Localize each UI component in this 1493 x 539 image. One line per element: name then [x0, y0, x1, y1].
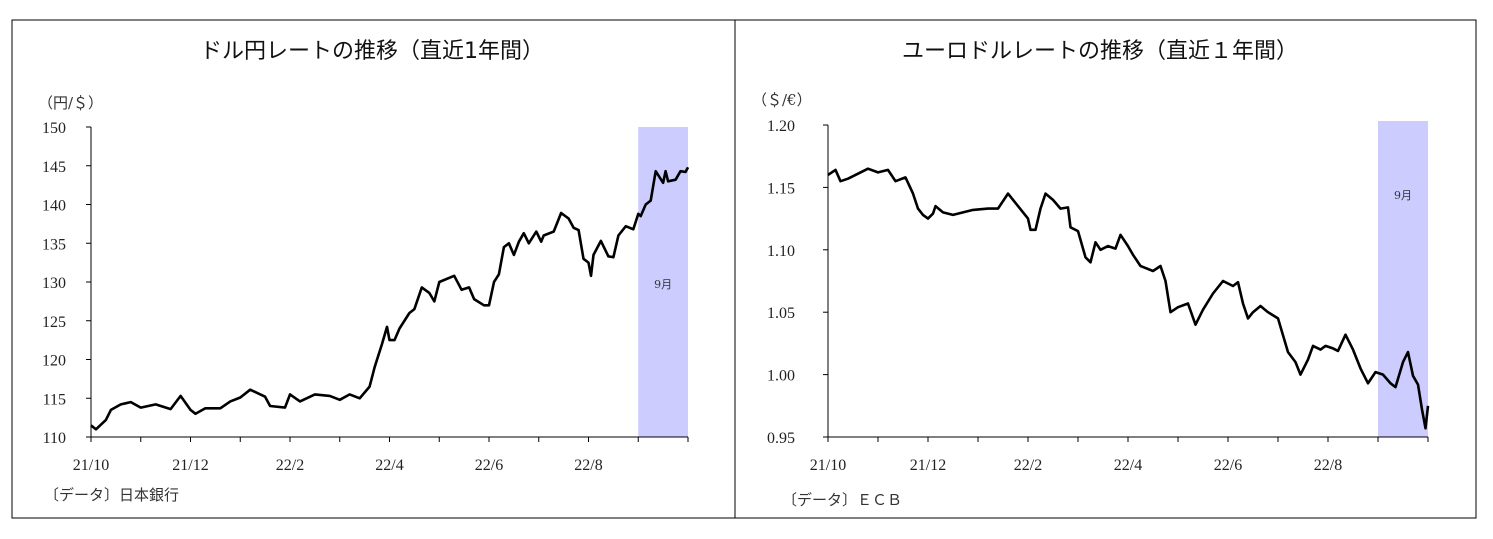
x-tick-label: 22/6	[1214, 457, 1242, 474]
y-tick-label: 135	[42, 236, 66, 253]
y-axis-unit: （＄/€）	[752, 91, 812, 109]
x-tick-label: 22/6	[475, 457, 503, 474]
x-tick-label: 22/4	[375, 457, 403, 474]
x-tick-label: 22/8	[1314, 457, 1342, 474]
chart-title: ドル円レートの推移（直近1年間）	[200, 39, 544, 64]
highlight-label: 9月	[654, 278, 672, 291]
x-tick-label: 22/8	[574, 457, 602, 474]
eurusd-chart: ユーロドルレートの推移（直近１年間） （＄/€） 〔データ〕ＥＣＢ 9月 0.95…	[752, 39, 1430, 509]
y-tick-label: 115	[43, 391, 66, 408]
exchange-rate-line	[90, 166, 690, 431]
outer-frame	[11, 19, 1477, 519]
y-tick-label: 120	[42, 353, 66, 370]
september-highlight-band	[1378, 121, 1428, 437]
y-tick-label: 0.95	[767, 430, 795, 447]
y-tick-label: 1.15	[767, 180, 795, 197]
data-source: 〔データ〕日本銀行	[44, 486, 179, 504]
highlight-label: 9月	[1394, 189, 1412, 202]
y-tick-label: 145	[42, 159, 66, 176]
usdjpy-chart: ドル円レートの推移（直近1年間） （円/＄） 〔データ〕日本銀行 9月 110 11…	[38, 39, 690, 504]
chart-title: ユーロドルレートの推移（直近１年間）	[902, 39, 1298, 64]
y-tick-label: 1.05	[767, 305, 795, 322]
x-tick-label: 21/10	[73, 457, 109, 474]
exchange-rate-line	[827, 167, 1430, 430]
y-tick-label: 1.00	[767, 368, 795, 385]
x-tick-label: 22/2	[1014, 457, 1042, 474]
y-tick-label: 125	[42, 314, 66, 331]
y-tick-label: 150	[42, 120, 66, 137]
x-tick-label: 21/12	[910, 457, 946, 474]
x-tick-label: 22/2	[276, 457, 304, 474]
x-tick-label: 21/10	[810, 457, 846, 474]
y-tick-label: 1.10	[767, 243, 795, 260]
y-axis-unit: （円/＄）	[38, 94, 103, 112]
data-source: 〔データ〕ＥＣＢ	[782, 491, 902, 509]
x-tick-label: 22/4	[1114, 457, 1142, 474]
y-tick-label: 1.20	[767, 118, 795, 135]
y-tick-label: 140	[42, 198, 66, 215]
y-tick-label: 130	[42, 275, 66, 292]
x-tick-label: 21/12	[172, 457, 208, 474]
y-tick-label: 110	[43, 430, 66, 447]
